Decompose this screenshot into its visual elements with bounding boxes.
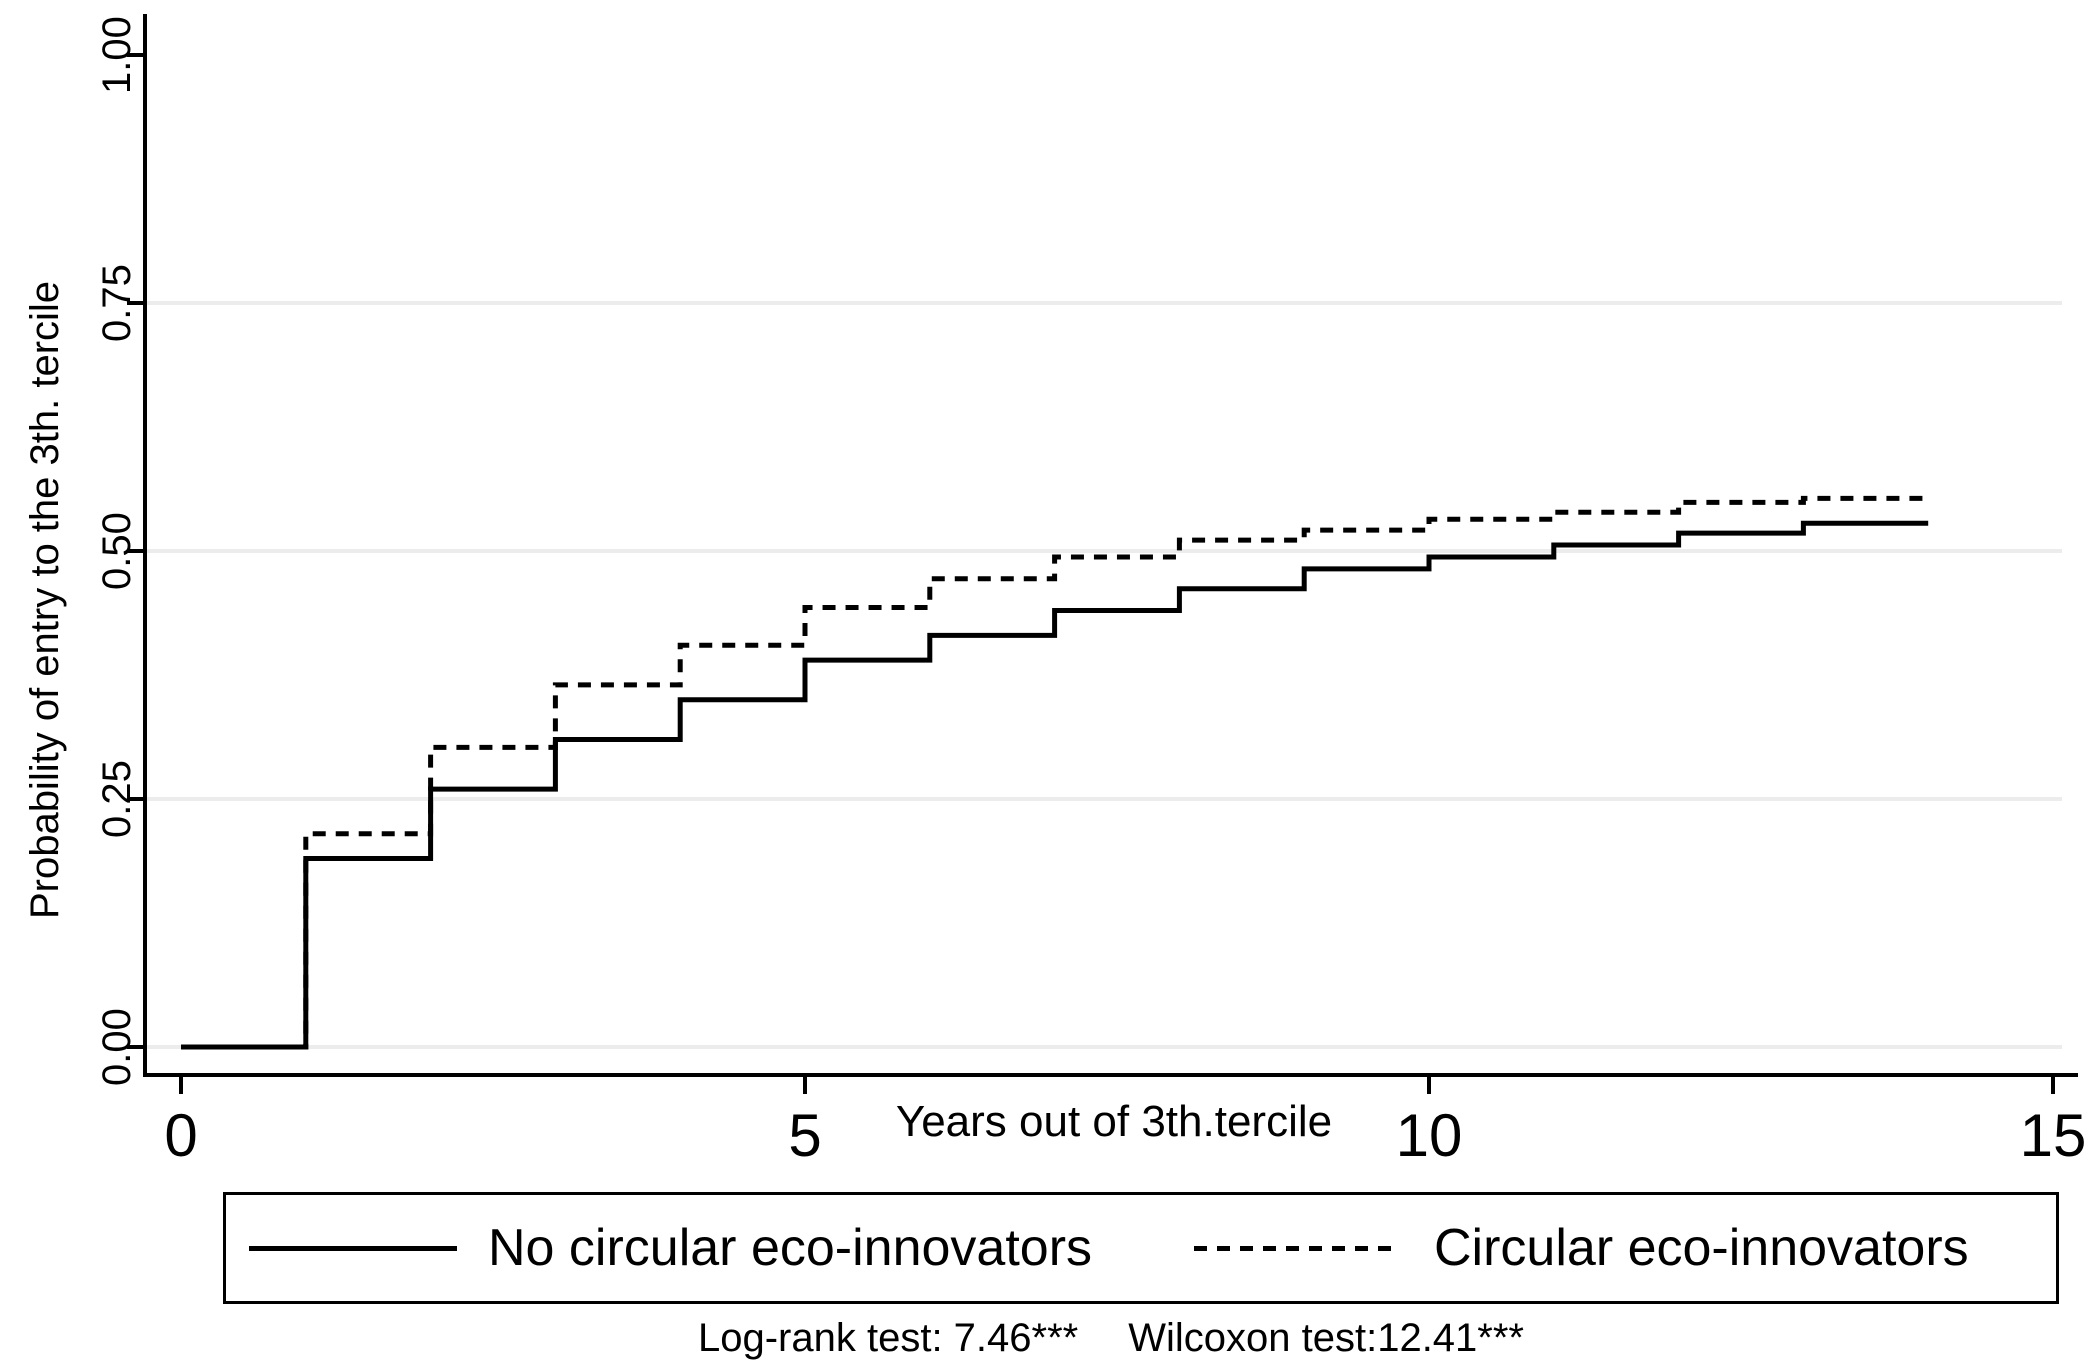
legend-solid-line-swatch xyxy=(249,1246,457,1251)
y-tick-label: 0.25 xyxy=(95,760,139,838)
y-tick-label: 0.00 xyxy=(95,1008,139,1086)
series-solid-line xyxy=(181,520,1929,1050)
wilcoxon-test-value: Wilcoxon test:12.41*** xyxy=(1128,1316,1524,1360)
stats-annotation: Log-rank test: 7.46*** Wilcoxon test:12.4… xyxy=(698,1316,1524,1361)
logrank-test-value: Log-rank test: 7.46*** xyxy=(698,1316,1079,1360)
y-tick-label: 1.00 xyxy=(95,16,139,94)
y-axis-title: Probability of entry to the 3th. tercile xyxy=(23,281,67,919)
legend-dotted-line-swatch xyxy=(1194,1246,1394,1251)
series-dotted-line xyxy=(181,495,1929,1050)
legend-label-no-circular: No circular eco-innovators xyxy=(488,1219,1093,1277)
x-tick-label: 15 xyxy=(2020,1102,2087,1169)
x-tick-label: 0 xyxy=(164,1102,197,1169)
legend: No circular eco-innovators Circular eco-… xyxy=(223,1192,2059,1304)
x-axis-title: Years out of 3th.tercile xyxy=(896,1097,1332,1146)
x-tick-label: 10 xyxy=(1396,1102,1463,1169)
y-tick-label: 0.50 xyxy=(95,512,139,590)
x-tick-label: 5 xyxy=(788,1102,821,1169)
legend-label-circular: Circular eco-innovators xyxy=(1434,1219,1969,1277)
y-tick-label: 0.75 xyxy=(95,264,139,342)
